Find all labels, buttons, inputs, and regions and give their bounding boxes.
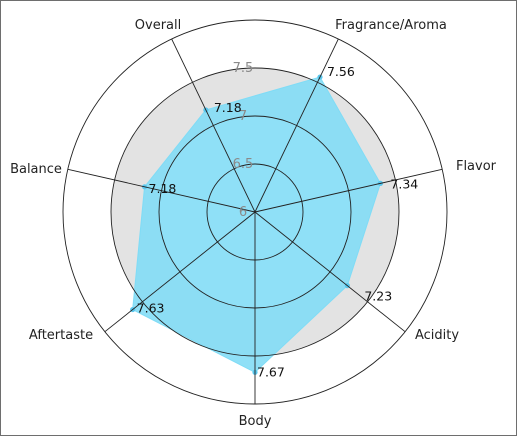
category-label: Body — [239, 414, 272, 429]
category-label: Aftertaste — [29, 328, 93, 343]
category-label: Flavor — [456, 159, 497, 174]
data-label: 7.67 — [257, 364, 285, 379]
data-label: 7.23 — [364, 289, 392, 304]
data-label: 7.63 — [137, 301, 165, 316]
tick-label: 7.5 — [233, 61, 254, 76]
grid-spoke — [254, 211, 406, 333]
data-area — [132, 76, 381, 373]
grid-spoke — [104, 211, 256, 333]
data-label: 7.18 — [149, 181, 177, 196]
grid-spoke — [254, 38, 339, 213]
grid-spoke — [67, 168, 256, 213]
category-label: Acidity — [415, 328, 459, 343]
category-label: Fragrance/Aroma — [335, 18, 447, 33]
tick-label: 6.5 — [233, 157, 254, 172]
category-label: Balance — [10, 162, 62, 177]
data-label: 7.56 — [327, 64, 355, 79]
data-label: 7.34 — [390, 176, 418, 191]
grid-spoke — [171, 38, 256, 213]
tick-label: 6 — [239, 205, 247, 220]
category-label: Overall — [135, 18, 181, 33]
tick-label: 7 — [239, 109, 247, 124]
grid-spoke — [254, 168, 443, 213]
data-label: 7.18 — [214, 100, 242, 115]
